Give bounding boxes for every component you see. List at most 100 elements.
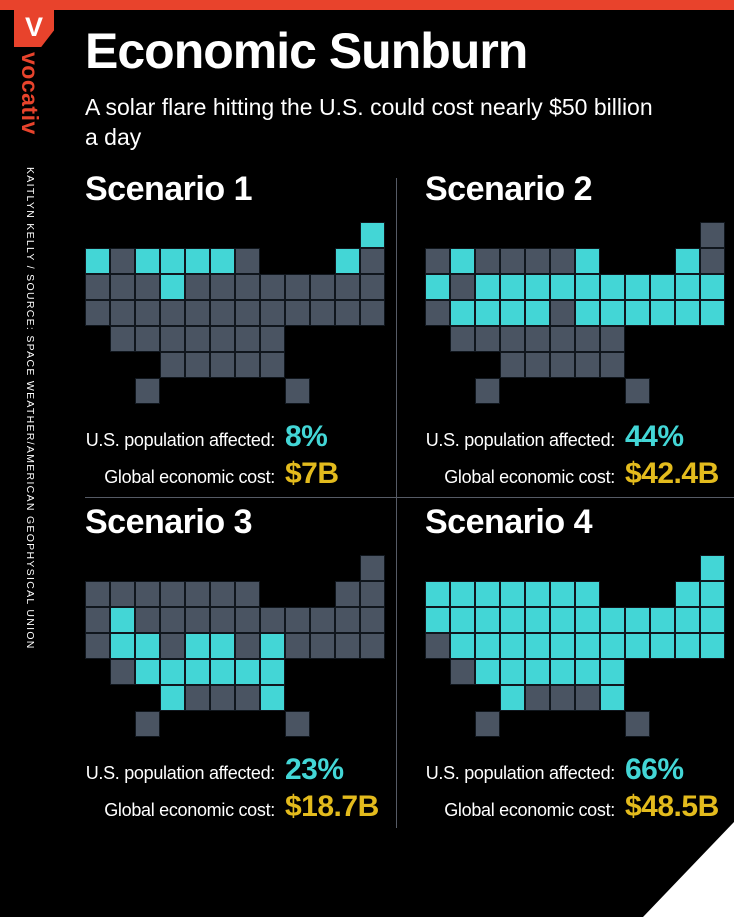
state-co [475, 300, 500, 326]
byline-source-credit: KAITLYN KELLY / SOURCE: SPACE WEATHER/AM… [24, 167, 36, 650]
corner-cut-decoration [643, 822, 734, 917]
population-stat-row: U.S. population affected: 8% [85, 420, 395, 454]
scenario-1-map [85, 222, 385, 404]
state-in [575, 607, 600, 633]
population-label: U.S. population affected: [85, 430, 276, 450]
state-nm [475, 326, 500, 352]
state-wv [575, 633, 600, 659]
state-wa [85, 581, 110, 607]
state-ks [160, 326, 185, 352]
state-tn [210, 659, 235, 685]
state-md [625, 633, 650, 659]
state-nv [450, 607, 475, 633]
cost-stat-row: Global economic cost: $7B [85, 457, 395, 491]
state-nd [500, 581, 525, 607]
state-wa [85, 248, 110, 274]
state-ok [500, 685, 525, 711]
population-value: 44% [625, 420, 684, 453]
state-de [650, 633, 675, 659]
state-va [600, 633, 625, 659]
state-sc [260, 326, 285, 352]
state-la [185, 352, 210, 378]
state-wy [135, 607, 160, 633]
state-co [475, 633, 500, 659]
cost-value: $48.5B [625, 790, 719, 823]
state-al [575, 352, 600, 378]
state-oh [600, 274, 625, 300]
state-ga [260, 685, 285, 711]
state-mo [185, 300, 210, 326]
state-nm [475, 659, 500, 685]
vocativ-logo-icon: V [14, 10, 54, 47]
state-me [700, 555, 725, 581]
state-tn [550, 659, 575, 685]
state-ok [160, 352, 185, 378]
state-nd [500, 248, 525, 274]
state-ut [450, 633, 475, 659]
population-stat-row: U.S. population affected: 66% [425, 753, 734, 787]
state-tn [210, 326, 235, 352]
state-nj [675, 633, 700, 659]
state-wi [550, 581, 575, 607]
state-wv [575, 300, 600, 326]
state-mn [525, 581, 550, 607]
state-va [260, 633, 285, 659]
state-md [285, 633, 310, 659]
state-nv [110, 274, 135, 300]
state-ne [160, 300, 185, 326]
state-ct [700, 633, 725, 659]
state-tx [475, 711, 500, 737]
state-ia [525, 607, 550, 633]
state-ok [500, 352, 525, 378]
state-or [85, 274, 110, 300]
state-mn [525, 248, 550, 274]
state-ma [675, 274, 700, 300]
state-ks [500, 659, 525, 685]
scenario-4-stats: U.S. population affected: 66% Global eco… [425, 753, 734, 824]
state-nj [335, 300, 360, 326]
state-id [450, 248, 475, 274]
state-wy [475, 607, 500, 633]
state-pa [285, 274, 310, 300]
state-nc [235, 326, 260, 352]
state-nh [700, 248, 725, 274]
state-co [135, 300, 160, 326]
scenario-2-stats: U.S. population affected: 44% Global eco… [425, 420, 734, 491]
state-il [210, 607, 235, 633]
state-ar [525, 659, 550, 685]
state-wi [210, 248, 235, 274]
state-vt [335, 248, 360, 274]
page-title: Economic Sunburn [85, 23, 528, 79]
cost-label: Global economic cost: [444, 467, 615, 487]
state-nc [235, 659, 260, 685]
cost-value: $18.7B [285, 790, 379, 823]
state-al [575, 685, 600, 711]
state-ny [650, 607, 675, 633]
state-ne [160, 633, 185, 659]
state-ks [500, 326, 525, 352]
state-vt [675, 581, 700, 607]
state-or [425, 607, 450, 633]
state-mt [135, 581, 160, 607]
state-mo [185, 633, 210, 659]
scenario-3-panel: Scenario 3 U.S. population affected: 23%… [85, 503, 395, 825]
state-wi [550, 248, 575, 274]
state-sc [600, 659, 625, 685]
vocativ-wordmark: vocativ [17, 52, 43, 135]
scenario-4-title: Scenario 4 [425, 503, 592, 541]
state-az [450, 659, 475, 685]
state-wa [425, 248, 450, 274]
state-vt [675, 248, 700, 274]
state-id [110, 581, 135, 607]
scenario-4-map [425, 555, 725, 737]
state-la [525, 685, 550, 711]
population-value: 8% [285, 420, 328, 453]
state-ca [85, 633, 110, 659]
state-md [285, 300, 310, 326]
state-ar [185, 659, 210, 685]
state-ri [700, 274, 725, 300]
state-ny [310, 607, 335, 633]
state-id [450, 581, 475, 607]
cost-stat-row: Global economic cost: $42.4B [425, 457, 734, 491]
